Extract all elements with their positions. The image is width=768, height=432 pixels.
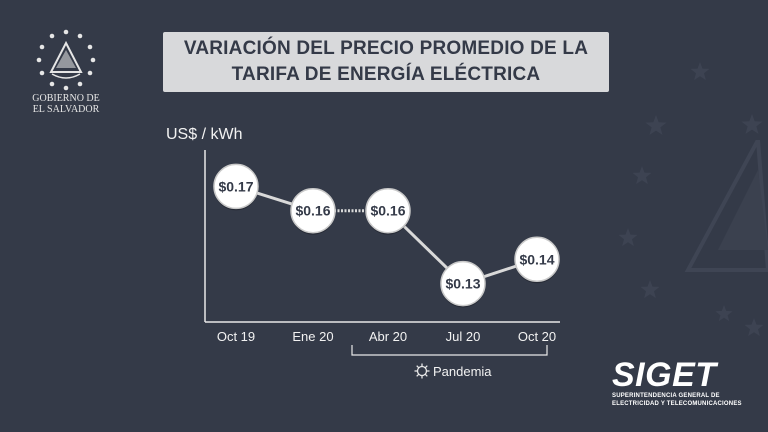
data-point (440, 260, 486, 307)
background-star (645, 115, 667, 135)
background-star (632, 166, 652, 185)
data-label: $0.16 (295, 203, 330, 219)
government-seal-icon (36, 29, 96, 91)
government-name-line2: EL SALVADOR (32, 104, 100, 115)
chart-title-line2: TARIFA DE ENERGÍA ELÉCTRICA (231, 64, 541, 85)
coat-of-arms-watermark-icon (684, 140, 768, 272)
siget-logo: SIGET SUPERINTENDENCIA GENERAL DE ELECTR… (612, 358, 744, 408)
chart-title-box: VARIACIÓN DEL PRECIO PROMEDIO DE LA TARI… (163, 32, 609, 92)
x-tick-label: Oct 19 (217, 329, 255, 344)
background-star (640, 280, 660, 299)
x-tick-label: Oct 20 (518, 329, 556, 344)
background-star (618, 228, 638, 247)
x-tick-label: Ene 20 (292, 329, 333, 344)
x-tick-label: Abr 20 (369, 329, 407, 344)
siget-logo-subtitle-line2: ELECTRICIDAD Y TELECOMUNICACIONES (612, 401, 742, 407)
data-markers: $0.17 $0.16 $0.16 $0.13 $0.14 (213, 163, 560, 308)
chart-axes (204, 150, 560, 323)
data-point (365, 187, 411, 234)
background-star (715, 305, 733, 322)
pandemic-annotation-label: Pandemia (433, 364, 492, 379)
siget-logo-subtitle-line1: SUPERINTENDENCIA GENERAL DE (612, 393, 720, 399)
siget-logo-name: SIGET (612, 356, 717, 394)
data-point (514, 236, 560, 283)
pandemic-annotation: Pandemia (351, 345, 548, 379)
data-point (213, 163, 259, 210)
chart-title-line1: VARIACIÓN DEL PRECIO PROMEDIO DE LA (183, 38, 589, 59)
data-point (290, 187, 336, 234)
government-name: GOBIERNO DE EL SALVADOR (24, 93, 108, 115)
virus-icon (414, 363, 430, 379)
government-name-line1: GOBIERNO DE (32, 93, 100, 104)
data-label: $0.14 (519, 251, 554, 267)
data-label: $0.17 (218, 178, 253, 194)
background-star (744, 318, 764, 337)
background-star (690, 62, 710, 81)
data-label: $0.13 (445, 276, 480, 292)
pandemic-bracket (351, 345, 548, 356)
x-tick-label: Jul 20 (446, 329, 481, 344)
data-label: $0.16 (370, 203, 405, 219)
y-axis-label: US$ / kWh (166, 126, 243, 143)
background-star (741, 114, 763, 134)
x-tick-labels: Oct 19 Ene 20 Abr 20 Jul 20 Oct 20 (217, 329, 556, 344)
